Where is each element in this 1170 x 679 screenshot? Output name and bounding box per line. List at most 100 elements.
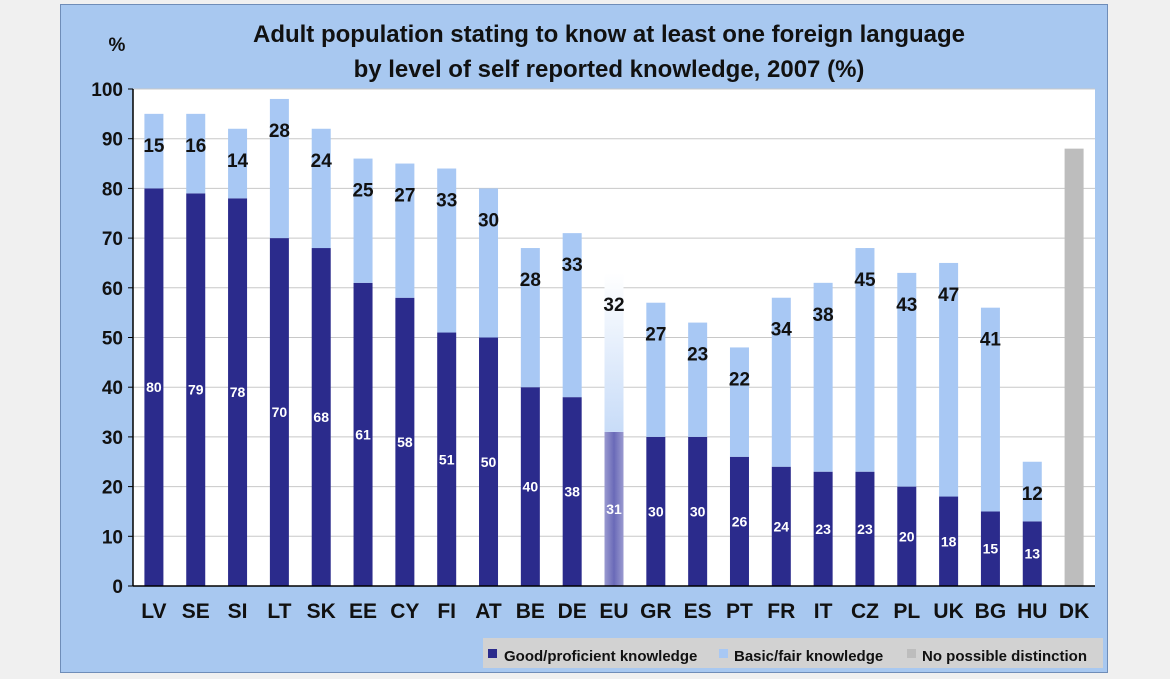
chart-subtitle: by level of self reported knowledge, 200… (354, 56, 865, 83)
legend-box (483, 638, 1103, 668)
data-label-basic: 47 (938, 285, 959, 306)
x-tick-label: HU (1017, 600, 1047, 623)
data-label-good: 51 (439, 451, 455, 467)
data-label-good: 31 (606, 501, 622, 517)
bar-basic-be (520, 248, 540, 388)
y-tick-label: 90 (102, 130, 123, 151)
data-label-basic: 15 (143, 136, 165, 157)
bar-basic-de (562, 233, 582, 398)
data-label-good: 58 (397, 434, 413, 450)
bar-good-de (562, 397, 582, 586)
bar-basic-sk (311, 128, 331, 249)
data-label-basic: 27 (645, 325, 666, 346)
x-tick-label: SK (307, 600, 336, 623)
bar-basic-at (479, 188, 499, 338)
y-tick-label: 70 (102, 229, 123, 250)
bar-good-it (813, 471, 833, 586)
x-tick-label: EE (349, 600, 377, 623)
legend-swatch-good (488, 649, 497, 658)
x-tick-label: PT (726, 600, 753, 623)
data-label-basic: 12 (1022, 484, 1043, 505)
data-label-good: 38 (564, 484, 580, 500)
y-tick-label: 40 (102, 378, 123, 399)
x-tick-label: AT (475, 600, 502, 623)
data-label-basic: 14 (227, 151, 249, 172)
y-tick-label: 50 (102, 329, 123, 350)
data-label-basic: 27 (394, 186, 415, 207)
y-tick-label: 100 (91, 80, 123, 101)
data-label-good: 40 (523, 479, 539, 495)
bar-good-eu (604, 431, 624, 586)
data-label-good: 61 (355, 426, 371, 442)
bar-good-sk (311, 248, 331, 587)
data-label-basic: 23 (687, 345, 708, 366)
y-tick-label: 10 (102, 527, 123, 548)
x-tick-label: FR (767, 600, 795, 623)
data-label-basic: 38 (813, 305, 834, 326)
x-tick-label: ES (684, 600, 712, 623)
bar-basic-es (688, 322, 708, 437)
data-label-good: 26 (732, 513, 748, 529)
x-tick-label: DK (1059, 600, 1089, 623)
data-label-good: 24 (774, 518, 790, 534)
data-label-good: 23 (815, 521, 831, 537)
bar-good-pl (897, 486, 917, 586)
axis-layer: 0 10 20 30 40 50 60 70 80 90 100 LV SE SI LT SK EE CY FI AT… (91, 80, 1095, 623)
y-tick-label: 20 (102, 478, 123, 499)
data-label-basic: 28 (520, 270, 541, 291)
data-label-good: 18 (941, 533, 957, 549)
legend-swatch-basic (719, 649, 728, 658)
data-label-basic: 22 (729, 369, 750, 390)
y-axis-label: % (109, 35, 126, 56)
bar-good-uk (939, 496, 959, 586)
bar-none-dk (1064, 148, 1084, 586)
x-tick-label: EU (599, 600, 628, 623)
data-label-good: 30 (648, 503, 664, 519)
y-tick-label: 0 (112, 577, 123, 598)
data-label-basic: 24 (311, 151, 333, 172)
x-tick-label: PL (893, 600, 920, 623)
chart-title: Adult population stating to know at leas… (253, 21, 965, 48)
x-tick-label: LV (141, 600, 166, 623)
data-label-basic: 33 (436, 191, 457, 212)
bar-basic-uk (939, 262, 959, 497)
bar-basic-fr (771, 297, 791, 467)
bar-good-fr (771, 466, 791, 586)
bar-basic-it (813, 282, 833, 472)
bar-good-at (479, 337, 499, 586)
bar-basic-lt (269, 98, 289, 239)
chart-svg: Adult population stating to know at leas… (91, 21, 1103, 668)
bar-good-cz (855, 471, 875, 586)
data-label-good: 15 (983, 541, 999, 557)
label-layer: 15 80 16 79 14 78 28 70 24 68 25 61 27 58 33 51 30 50 28 40… (143, 121, 1042, 562)
data-label-good: 70 (272, 404, 288, 420)
data-label-basic: 16 (185, 136, 206, 157)
bar-good-pt (729, 456, 749, 586)
data-label-good: 50 (481, 454, 497, 470)
bar-good-si (228, 198, 248, 586)
bar-basic-cz (855, 248, 875, 472)
legend-label-none: No possible distinction (922, 648, 1087, 665)
x-tick-label: SI (228, 600, 248, 623)
bar-basic-hu (1022, 461, 1042, 522)
bar-basic-pl (897, 272, 917, 487)
data-label-good: 30 (690, 503, 706, 519)
data-label-basic: 45 (854, 270, 876, 291)
x-tick-label: SE (182, 600, 210, 623)
x-tick-label: CZ (851, 600, 879, 623)
data-label-good: 79 (188, 382, 204, 398)
bar-basic-lv (144, 113, 164, 189)
bar-good-lt (269, 238, 289, 586)
bar-good-bg (980, 511, 1000, 586)
data-label-basic: 33 (562, 255, 583, 276)
x-tick-label: BE (516, 600, 545, 623)
y-tick-label: 30 (102, 428, 123, 449)
legend-label-basic: Basic/fair knowledge (734, 648, 883, 665)
data-label-basic: 25 (352, 181, 374, 202)
x-tick-label: LT (267, 600, 291, 623)
x-tick-label: CY (390, 600, 419, 623)
legend-swatch-none (907, 649, 916, 658)
chart-frame: Adult population stating to know at leas… (60, 4, 1108, 673)
x-tick-label: FI (437, 600, 456, 623)
bar-basic-eu (604, 272, 624, 432)
